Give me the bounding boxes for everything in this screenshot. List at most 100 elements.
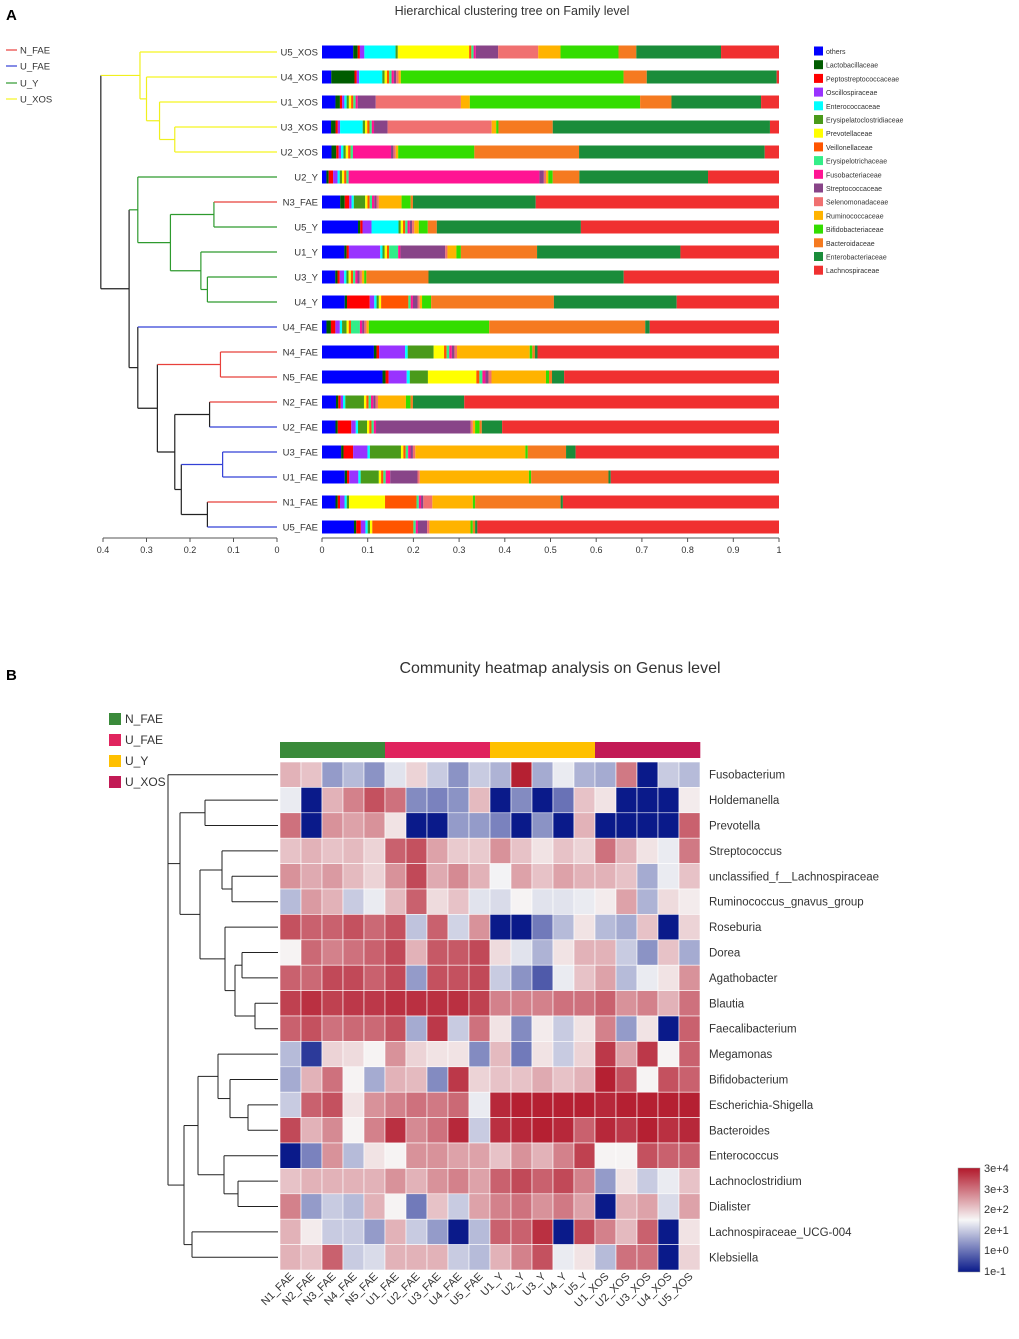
bar-segment	[326, 170, 329, 184]
heatmap-cell	[636, 863, 659, 890]
heatmap-cell	[279, 888, 302, 915]
heatmap-cell	[384, 787, 407, 814]
bar-axis-tick-label: 0.6	[590, 545, 603, 555]
heatmap-cell	[615, 888, 638, 915]
bar-segment	[552, 120, 770, 134]
heatmap-cell	[426, 888, 449, 915]
heatmap-cell	[384, 1218, 407, 1245]
heatmap-cell	[552, 1193, 575, 1220]
bar-segment	[336, 145, 339, 159]
heatmap-cell	[405, 863, 428, 890]
bar-segment	[406, 370, 410, 384]
heatmap-cell	[489, 1193, 512, 1220]
group-bar-segment	[469, 742, 491, 758]
group-bar-segment	[616, 742, 638, 758]
bar-segment	[355, 95, 358, 109]
bar-segment	[423, 495, 433, 509]
heatmap-group-bar	[280, 742, 701, 758]
bar-segment	[378, 295, 382, 309]
bar-segment	[419, 470, 529, 484]
heatmap-cell	[678, 914, 701, 941]
heatmap-cell	[300, 1091, 323, 1118]
heatmap-cell	[426, 863, 449, 890]
heatmap-cell	[447, 1066, 470, 1093]
heatmap-cell	[615, 1091, 638, 1118]
heatmap-cell	[363, 914, 386, 941]
heatmap-cell	[678, 1117, 701, 1144]
heatmap-cell	[405, 812, 428, 839]
heatmap-cell	[321, 1041, 344, 1068]
heatmap-cell	[531, 863, 554, 890]
heatmap-cell	[552, 1091, 575, 1118]
bar-segment	[348, 145, 351, 159]
bar-segment	[322, 45, 354, 59]
heatmap-cell	[531, 1244, 554, 1271]
heatmap-cell	[426, 990, 449, 1017]
bar-segment	[460, 95, 470, 109]
svg-text:1e+0: 1e+0	[984, 1245, 1009, 1257]
heatmap-cell	[384, 863, 407, 890]
sample-label: U1_FAE	[283, 473, 318, 484]
heatmap-cell	[447, 761, 470, 788]
heatmap-cell	[468, 990, 491, 1017]
family-legend-item: Ruminococcaceae	[814, 210, 884, 220]
family-legend-item: Bifidobacteriaceae	[814, 224, 884, 234]
group-legend-a-item: U_Y	[6, 79, 39, 90]
bar-segment	[322, 420, 336, 434]
heatmap-cell	[615, 1041, 638, 1068]
family-legend-swatch	[814, 183, 823, 193]
heatmap-cell	[552, 1041, 575, 1068]
family-legend-label: Ruminococcaceae	[826, 213, 884, 220]
bar-segment	[456, 245, 461, 259]
heatmap-cell	[342, 1041, 365, 1068]
bar-segment	[427, 520, 430, 534]
bar-segment	[376, 345, 380, 359]
svg-text:3e+3: 3e+3	[984, 1184, 1009, 1196]
heatmap-cell	[384, 939, 407, 966]
bar-segment	[528, 470, 532, 484]
bar-segment	[348, 170, 540, 184]
heatmap-cell	[300, 888, 323, 915]
heatmap-cell	[321, 1193, 344, 1220]
heatmap-cell	[552, 939, 575, 966]
bar-segment	[398, 70, 401, 84]
bar-axis-tick-label: 0.3	[453, 545, 466, 555]
heatmap-cell	[342, 1142, 365, 1169]
bar-segment	[382, 70, 385, 84]
bar-segment	[359, 270, 362, 284]
bar-segment	[322, 370, 383, 384]
heatmap-cell	[300, 1041, 323, 1068]
bar-segment	[364, 120, 368, 134]
heatmap-cell	[384, 1041, 407, 1068]
bar-segment	[374, 120, 388, 134]
bar-segment	[381, 470, 384, 484]
heatmap-cell	[594, 761, 617, 788]
bar-segment	[776, 70, 779, 84]
sample-label: U3_Y	[294, 273, 318, 284]
heatmap-cell	[552, 761, 575, 788]
bar-segment	[358, 220, 361, 234]
bar-segment	[475, 420, 480, 434]
heatmap-cell	[489, 888, 512, 915]
bar-segment	[646, 70, 777, 84]
heatmap-cell	[321, 761, 344, 788]
heatmap-cell	[447, 837, 470, 864]
heatmap-cell	[342, 1066, 365, 1093]
bar-segment	[608, 470, 611, 484]
bar-segment	[369, 195, 373, 209]
svg-text:3e+4: 3e+4	[984, 1163, 1009, 1175]
bar-segment	[432, 495, 473, 509]
bar-segment	[431, 295, 554, 309]
bar-segment	[322, 445, 342, 459]
heatmap-cell	[615, 1193, 638, 1220]
heatmap-cell	[405, 1142, 428, 1169]
heatmap-cell	[300, 1218, 323, 1245]
heatmap-cell	[447, 1218, 470, 1245]
bar-segment	[338, 395, 341, 409]
heatmap-cell	[657, 1193, 680, 1220]
heatmap-cell	[447, 1168, 470, 1195]
bar-segment	[353, 195, 366, 209]
heatmap-cell	[321, 939, 344, 966]
bar-segment	[344, 270, 347, 284]
bar-segment	[367, 445, 370, 459]
